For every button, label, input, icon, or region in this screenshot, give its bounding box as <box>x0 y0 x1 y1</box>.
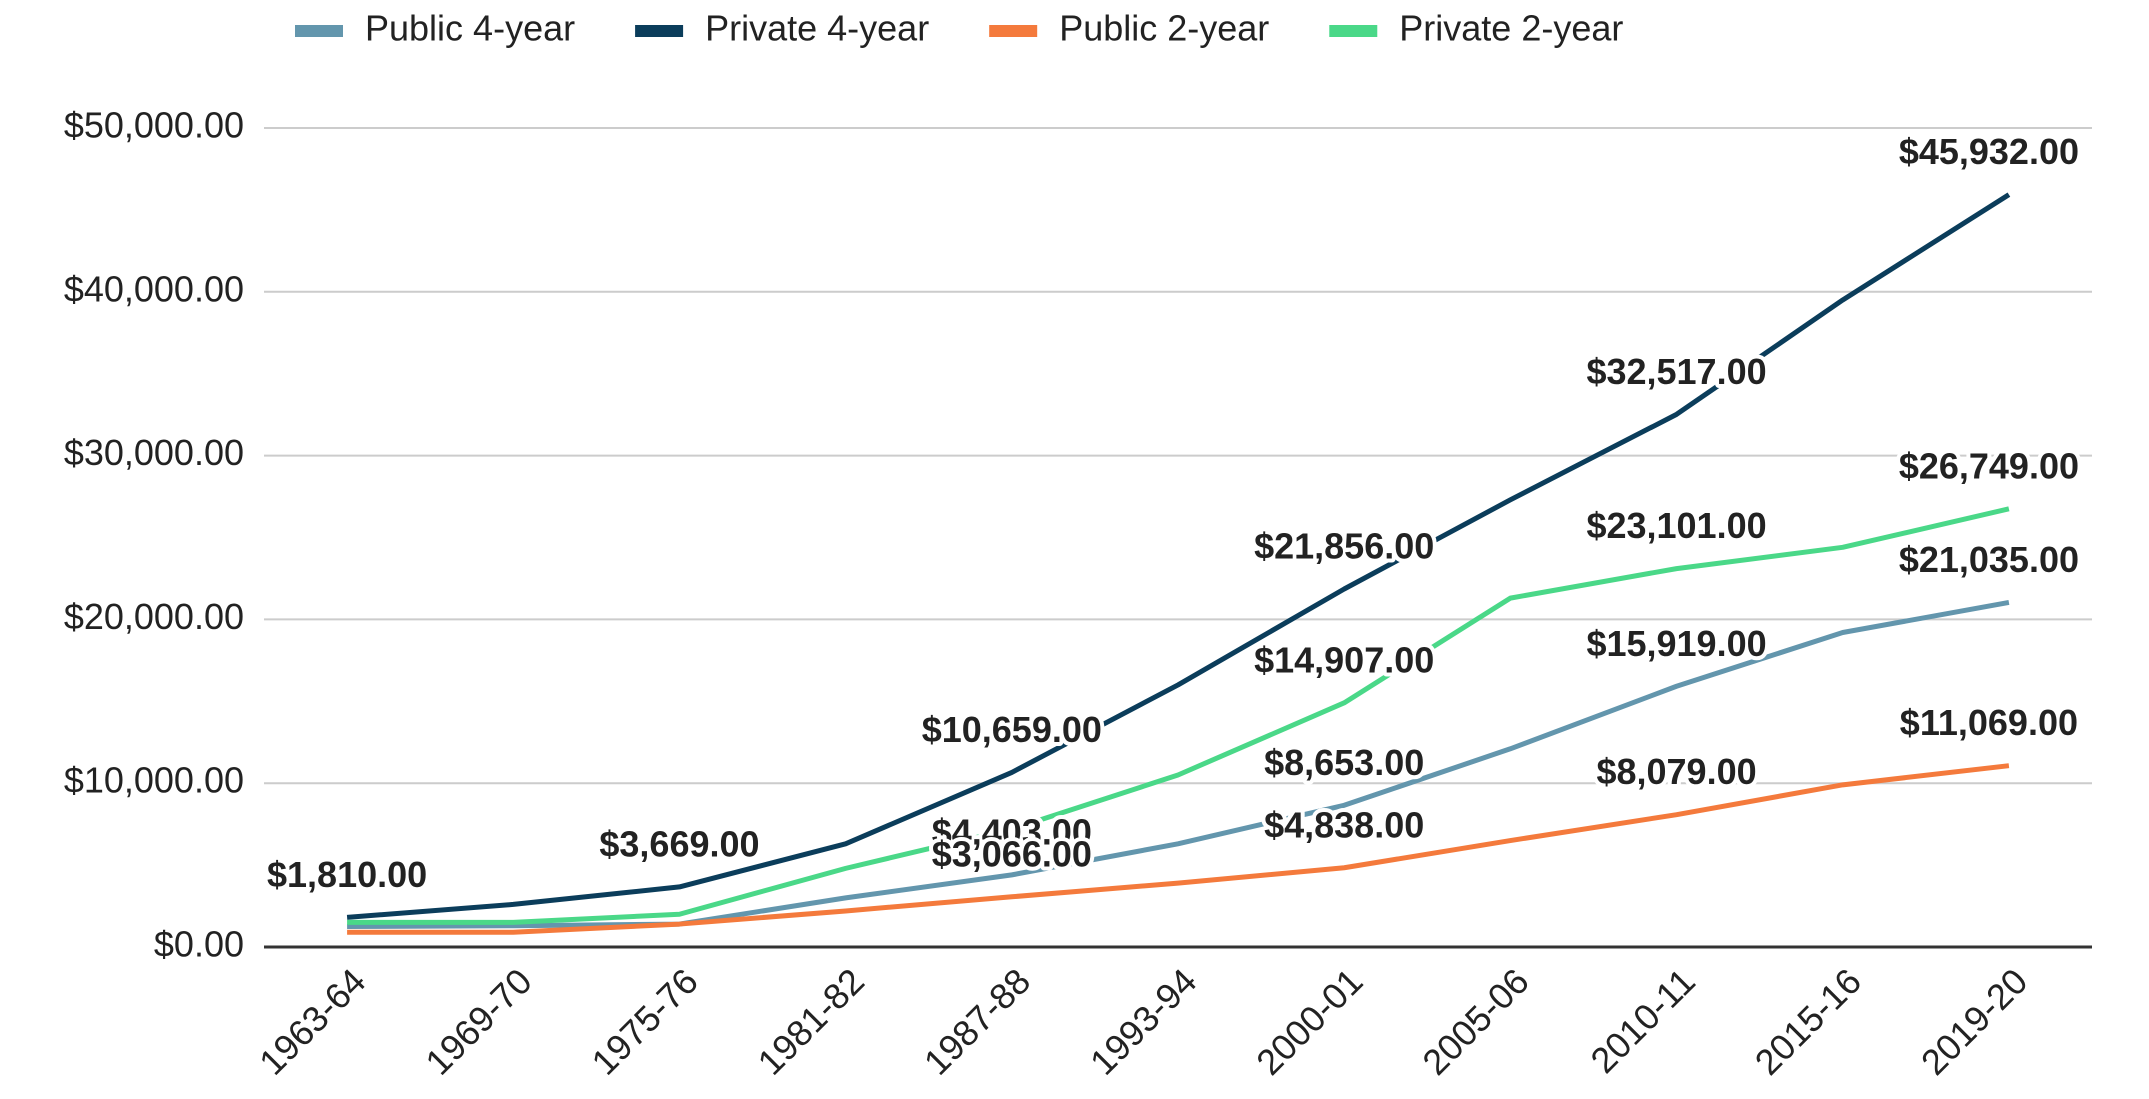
x-tick-label: 2000-01 <box>1248 960 1370 1082</box>
data-label: $1,810.00 <box>267 854 427 895</box>
x-tick-label: 2005-06 <box>1414 960 1536 1082</box>
y-tick-label: $30,000.00 <box>64 432 244 473</box>
x-tick-label: 1975-76 <box>583 960 705 1082</box>
y-tick-label: $20,000.00 <box>64 596 244 637</box>
x-tick-label: 1963-64 <box>251 960 373 1082</box>
x-tick-label: 1987-88 <box>916 960 1038 1082</box>
y-tick-label: $0.00 <box>154 924 244 965</box>
series-line <box>347 506 2010 925</box>
legend-swatch <box>635 25 684 37</box>
legend-label: Private 4-year <box>705 8 929 49</box>
y-tick-label: $10,000.00 <box>64 760 244 801</box>
x-tick-label: 1981-82 <box>750 960 872 1082</box>
legend-swatch <box>989 25 1038 37</box>
legend-swatch <box>1329 25 1378 37</box>
x-tick-label: 1993-94 <box>1082 960 1204 1082</box>
data-label: $11,069.00 <box>1900 702 2078 743</box>
data-label: $21,035.00 <box>1899 539 2079 580</box>
data-label: $15,919.00 <box>1586 623 1766 664</box>
data-label: $45,932.00 <box>1899 131 2079 172</box>
series-line <box>346 192 2011 920</box>
series-line <box>347 763 2010 935</box>
x-tick-label: 2015-16 <box>1747 960 1869 1082</box>
data-label: $26,749.00 <box>1899 445 2079 486</box>
data-label: $21,856.00 <box>1254 526 1434 567</box>
data-label: $23,101.00 <box>1586 505 1766 546</box>
data-label: $8,079.00 <box>1596 751 1756 792</box>
legend-label: Private 2-year <box>1399 8 1623 49</box>
data-label: $4,403.00 <box>932 811 1092 852</box>
data-label: $4,838.00 <box>1264 804 1424 845</box>
legend-label: Public 4-year <box>365 8 575 49</box>
data-label: $3,669.00 <box>599 823 759 864</box>
legend-label: Public 2-year <box>1059 8 1269 49</box>
data-label: $14,907.00 <box>1254 639 1434 680</box>
data-label: $10,659.00 <box>922 709 1102 750</box>
data-label: $3,066.00 <box>932 833 1092 874</box>
y-tick-label: $40,000.00 <box>64 268 244 309</box>
y-tick-label: $50,000.00 <box>64 105 244 146</box>
x-tick-label: 2019-20 <box>1913 960 2035 1082</box>
legend-swatch <box>295 25 343 37</box>
data-label: $8,653.00 <box>1264 742 1424 783</box>
data-label: $32,517.00 <box>1586 351 1766 392</box>
x-tick-label: 1969-70 <box>417 960 539 1082</box>
x-tick-label: 2010-11 <box>1582 960 1703 1081</box>
